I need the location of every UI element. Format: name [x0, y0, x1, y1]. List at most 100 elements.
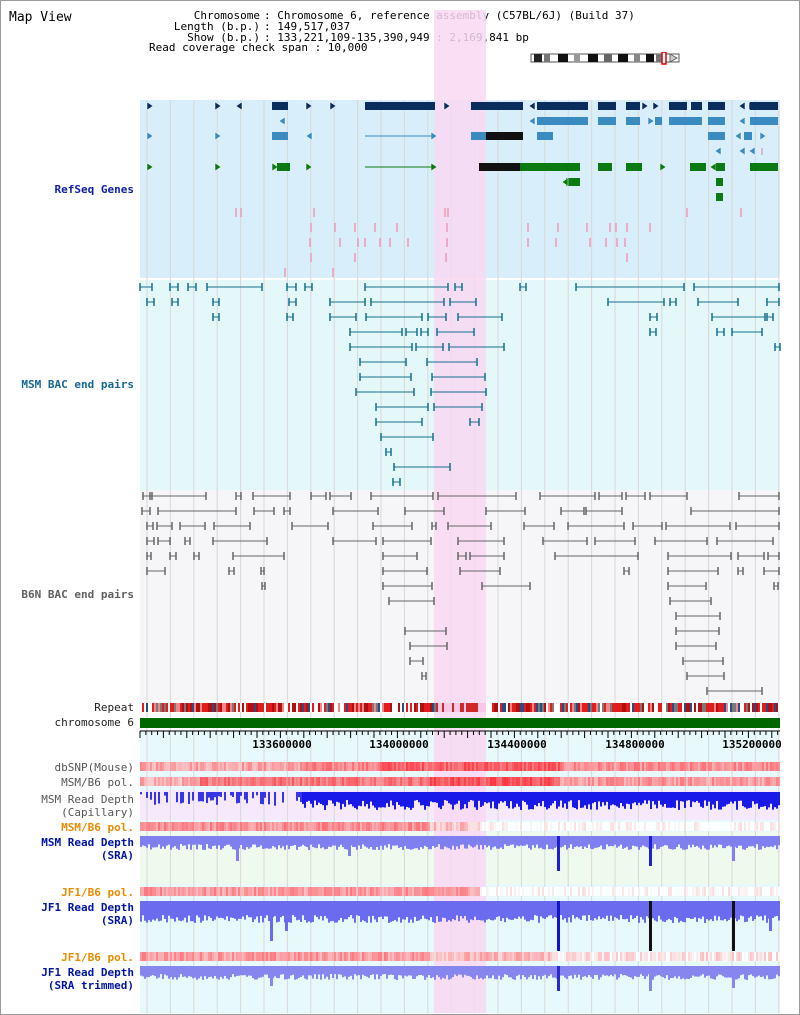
repeat-block — [376, 703, 378, 712]
repeat-block — [470, 703, 472, 712]
msm-depth-capillary-bar — [646, 792, 648, 804]
msm-depth-sra-bar — [232, 836, 234, 850]
msm-depth-capillary-bar — [282, 792, 284, 803]
repeat-block — [408, 703, 410, 712]
jf1-b6-pol-trim-cell — [340, 952, 342, 961]
msm-depth-capillary-bar — [574, 792, 576, 808]
msm-depth-sra-bar — [152, 836, 154, 848]
jf1-depth-sra-bar — [660, 901, 662, 920]
msm-b6-pol-cell — [152, 777, 154, 786]
msm-depth-sra-bar — [616, 836, 618, 848]
gene-r2-3 — [655, 117, 662, 125]
msm-b6-pol-cell — [518, 777, 520, 786]
jf1-b6-pol-cell — [288, 887, 290, 896]
jf1-b6-pol-trim-cell — [384, 952, 386, 961]
track-label-b6n-bac[interactable]: B6N BAC end pairs — [21, 588, 134, 601]
jf1-depth-trimmed-bar — [344, 966, 346, 977]
msm-depth-sra-bar — [228, 836, 230, 845]
jf1-depth-trimmed-bar — [200, 966, 202, 977]
gene-r1-1 — [365, 102, 435, 110]
msm-b6-pol-cell — [368, 777, 370, 786]
jf1-b6-pol-trim-cell — [688, 952, 690, 961]
msm-depth-capillary-bar — [212, 792, 214, 801]
dbsnp-cell — [478, 762, 480, 771]
jf1-b6-pol-trim-cell — [244, 952, 246, 961]
msm-b6-pol-cell — [380, 777, 382, 786]
jf1-b6-pol-cell — [776, 887, 778, 896]
jf1-b6-pol-trim-cell — [650, 952, 652, 961]
msm-depth-sra-bar — [568, 836, 570, 848]
jf1-b6-pol-cell — [640, 887, 642, 896]
jf1-b6-pol-trim-cell — [248, 952, 250, 961]
jf1-depth-trimmed-bar — [532, 966, 534, 979]
jf1-b6-pol-trim-cell — [200, 952, 202, 961]
msm-b6-pol-cell — [448, 777, 450, 786]
msm-b6-pol-sra-cell — [610, 822, 612, 831]
dbsnp-cell — [564, 762, 566, 771]
msm-depth-capillary-bar — [146, 792, 148, 799]
chromosome-ideogram[interactable] — [530, 52, 682, 66]
repeat-block — [432, 703, 434, 712]
msm-depth-capillary-bar — [770, 792, 772, 804]
msm-depth-sra-bar — [442, 836, 444, 850]
msm-depth-capillary-bar — [528, 792, 530, 810]
msm-b6-pol-sra-cell — [174, 822, 176, 831]
msm-b6-pol-cell — [470, 777, 472, 786]
jf1-depth-trimmed-bar — [630, 966, 632, 978]
repeat-block — [734, 703, 736, 712]
msm-b6-pol-sra-cell — [254, 822, 256, 831]
msm-b6-pol-sra-cell — [760, 822, 762, 831]
jf1-b6-pol-trim-cell — [358, 952, 360, 961]
jf1-b6-pol-cell — [418, 887, 420, 896]
jf1-b6-pol-trim-cell — [692, 952, 694, 961]
jf1-b6-pol-trim-cell — [158, 952, 160, 961]
msm-depth-sra-bar — [364, 836, 366, 847]
msm-b6-pol-cell — [616, 777, 618, 786]
jf1-depth-sra-bar — [384, 901, 386, 917]
msm-depth-sra-bar — [582, 836, 584, 850]
jf1-b6-pol-cell — [614, 887, 616, 896]
jf1-b6-pol-cell — [744, 887, 746, 896]
repeat-block — [234, 703, 236, 712]
jf1-b6-pol-cell — [398, 887, 400, 896]
msm-depth-sra-bar — [590, 836, 592, 849]
msm-b6-pol-cell — [690, 777, 692, 786]
jf1-b6-pol-trim-cell — [506, 952, 508, 961]
repeat-block — [388, 703, 390, 712]
msm-depth-capillary-bar — [436, 792, 438, 803]
msm-b6-pol-cell — [480, 777, 482, 786]
jf1-b6-pol-trim-cell — [458, 952, 460, 961]
jf1-depth-trimmed-bar — [220, 966, 222, 977]
msm-depth-sra-bar — [402, 836, 404, 850]
repeat-block — [282, 703, 284, 712]
msm-b6-pol-cell — [580, 777, 582, 786]
jf1-depth-sra-bar — [216, 901, 218, 917]
msm-b6-pol-cell — [240, 777, 242, 786]
gene-r3-4 — [537, 132, 553, 140]
jf1-depth-sra-bar — [492, 901, 494, 921]
msm-depth-sra-bar — [466, 836, 468, 849]
msm-b6-pol-sra-cell — [490, 822, 492, 831]
track-label-refseq[interactable]: RefSeq Genes — [54, 183, 134, 196]
repeat-block — [658, 703, 660, 712]
msm-b6-pol-sra-cell — [206, 822, 208, 831]
dbsnp-cell — [504, 762, 506, 771]
repeat-block — [736, 703, 738, 712]
repeat-block — [774, 703, 776, 712]
msm-b6-pol-sra-cell — [682, 822, 684, 831]
jf1-b6-pol-cell — [286, 887, 288, 896]
msm-b6-pol-sra-cell — [394, 822, 396, 831]
msm-depth-capillary-bar — [420, 792, 422, 806]
jf1-depth-sra-bar — [572, 901, 574, 916]
jf1-depth-trimmed-bar — [476, 966, 478, 976]
msm-depth-sra-bar — [398, 836, 400, 848]
track-label-msm-bac[interactable]: MSM BAC end pairs — [21, 378, 134, 391]
repeat-block — [286, 703, 288, 712]
msm-depth-sra-bar — [682, 836, 684, 850]
msm-b6-pol-sra-cell — [720, 822, 722, 831]
msm-b6-pol-cell — [592, 777, 594, 786]
jf1-b6-pol-trim-cell — [512, 952, 514, 961]
msm-b6-pol-sra-cell — [410, 822, 412, 831]
msm-depth-capillary-bar — [342, 792, 344, 804]
